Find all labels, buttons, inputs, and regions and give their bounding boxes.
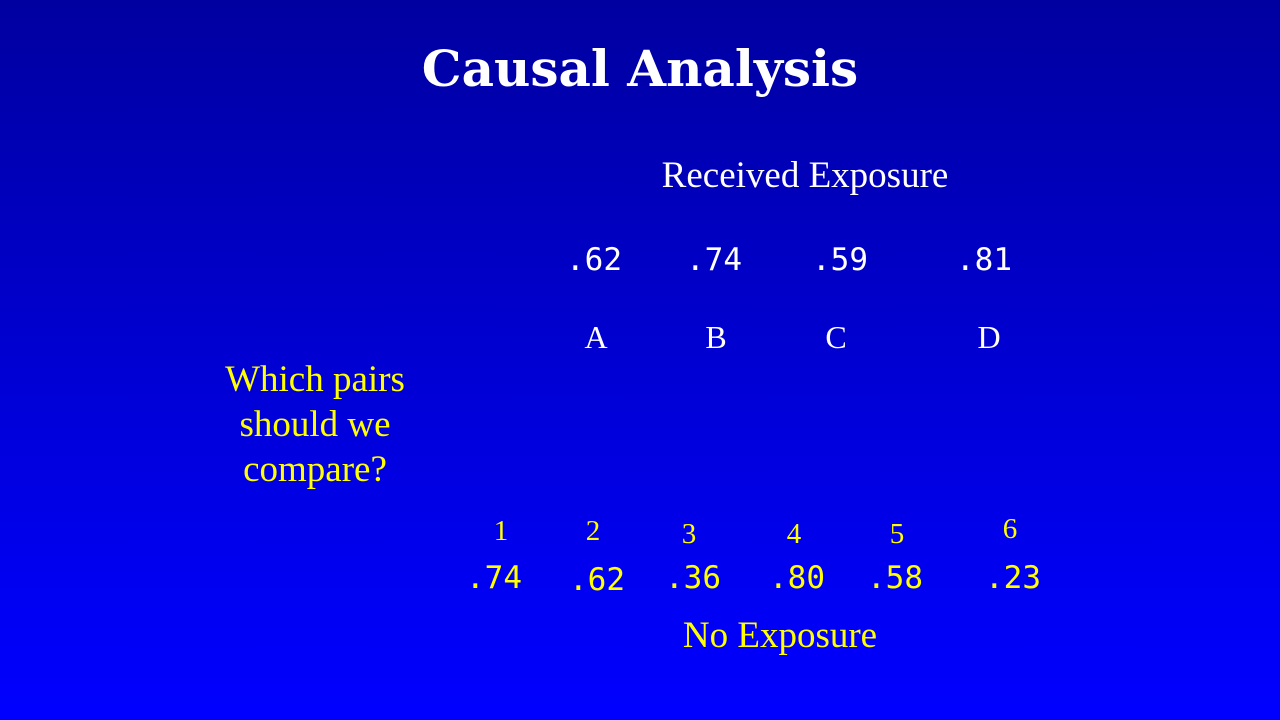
exposed-score-a: .62	[566, 242, 622, 278]
unexposed-score-2: .62	[569, 562, 625, 598]
exposed-label-b: B	[705, 319, 727, 355]
exposed-score-d: .81	[956, 242, 1012, 278]
unexposed-label-3: 3	[681, 518, 697, 550]
exposed-label-c: C	[825, 319, 847, 355]
exposed-group-heading: Received Exposure	[661, 155, 949, 196]
unexposed-score-5: .58	[867, 560, 923, 596]
unexposed-label-6: 6	[1002, 513, 1018, 545]
unexposed-label-2: 2	[585, 515, 601, 547]
exposed-label-d: D	[977, 319, 1001, 355]
unexposed-label-5: 5	[889, 518, 905, 550]
unexposed-score-6: .23	[985, 560, 1041, 596]
unexposed-label-4: 4	[786, 518, 802, 550]
slide-title: Causal Analysis	[421, 39, 859, 98]
exposed-label-a: A	[584, 319, 608, 355]
unexposed-score-1: .74	[466, 560, 522, 596]
unexposed-group-heading: No Exposure	[682, 615, 878, 656]
unexposed-label-1: 1	[493, 515, 509, 547]
exposed-score-c: .59	[812, 242, 868, 278]
exposed-score-b: .74	[686, 242, 742, 278]
unexposed-score-3: .36	[665, 560, 721, 596]
unexposed-score-4: .80	[769, 560, 825, 596]
comparison-question: Which pairs should we compare?	[225, 359, 405, 490]
